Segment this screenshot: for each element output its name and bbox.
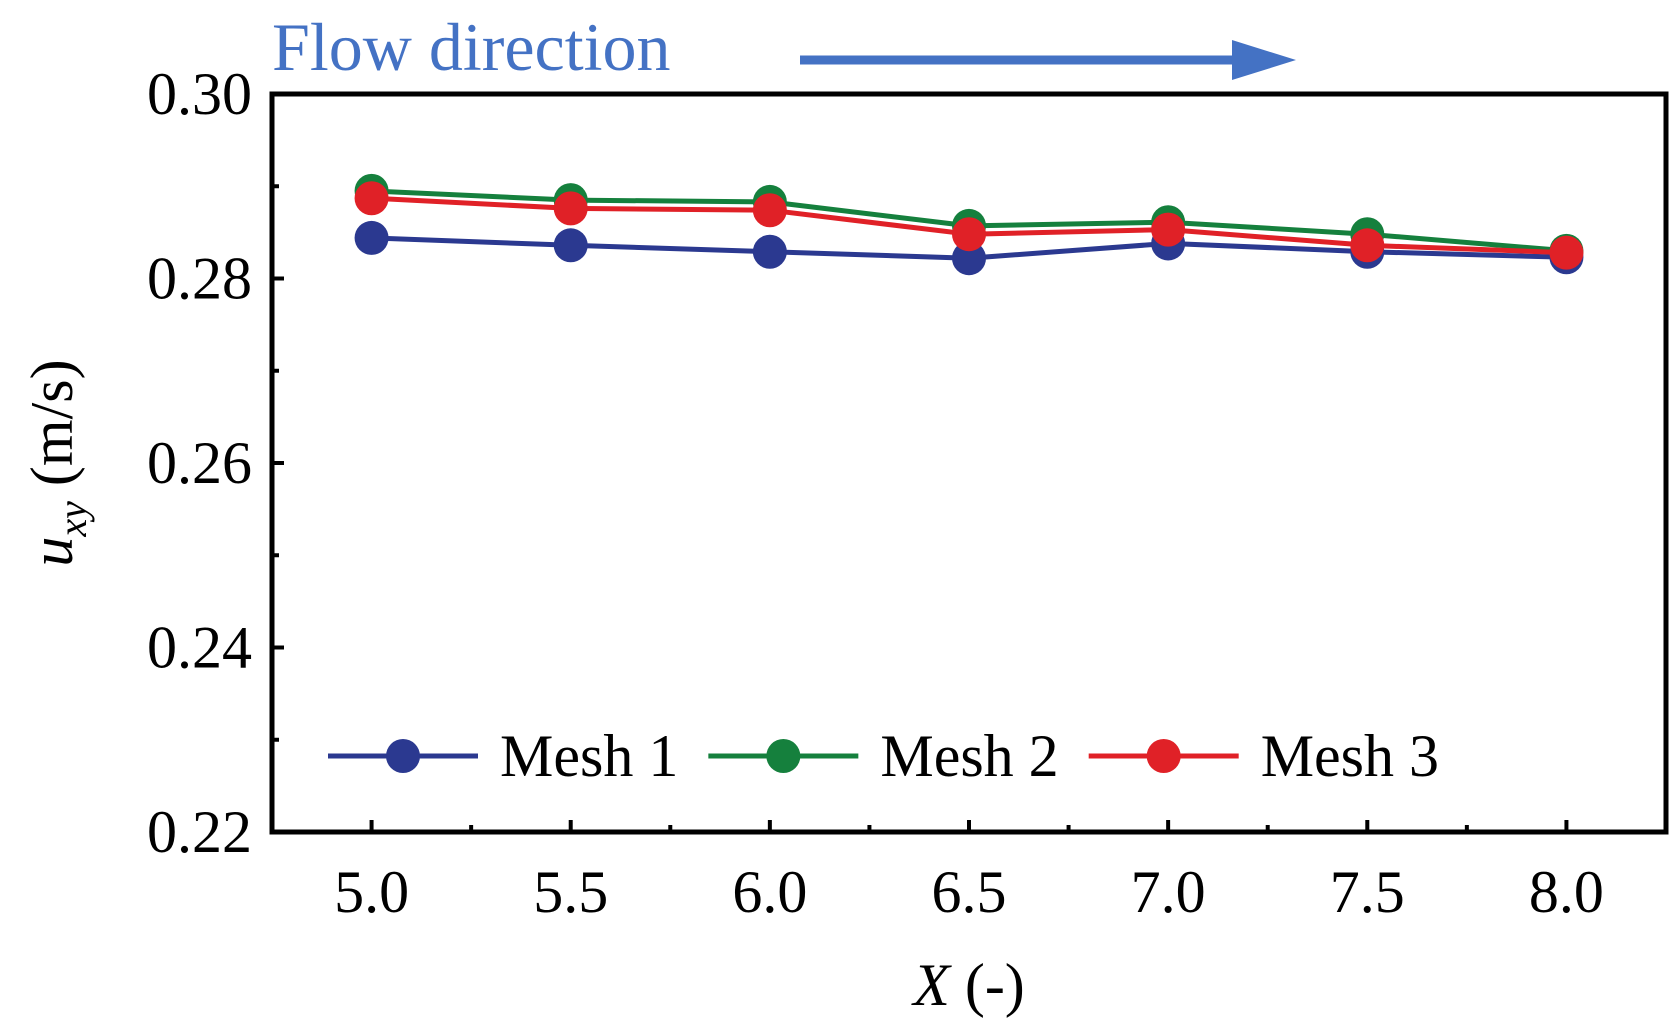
x-tick-label: 8.0 bbox=[1529, 859, 1604, 925]
legend-label-mesh-1: Mesh 1 bbox=[500, 723, 678, 789]
x-tick-label: 6.5 bbox=[932, 859, 1007, 925]
legend-item-mesh-2: Mesh 2 bbox=[708, 723, 1059, 789]
legend: Mesh 1 Mesh 2 Mesh 3 bbox=[328, 723, 1439, 789]
y-tick-label: 0.24 bbox=[147, 615, 252, 681]
x-tick-label: 5.5 bbox=[533, 859, 608, 925]
y-axis-variable: u bbox=[19, 537, 85, 567]
mesh-3-series bbox=[354, 181, 1584, 270]
x-axis-variable: X bbox=[911, 952, 952, 1018]
mesh-3-point bbox=[1350, 228, 1385, 263]
legend-marker-mesh-1 bbox=[386, 739, 420, 773]
legend-label-mesh-3: Mesh 3 bbox=[1261, 723, 1439, 789]
x-tick-label: 6.0 bbox=[732, 859, 807, 925]
legend-marker-mesh-2 bbox=[766, 739, 801, 773]
y-tick-label: 0.22 bbox=[147, 799, 252, 865]
x-axis-title: X (-) bbox=[911, 952, 1025, 1018]
mesh-3-point bbox=[752, 193, 787, 228]
flow-direction-label: Flow direction bbox=[272, 9, 671, 85]
mesh-3-point bbox=[1151, 212, 1186, 247]
legend-marker-mesh-3 bbox=[1146, 739, 1181, 773]
legend-item-mesh-3: Mesh 3 bbox=[1088, 723, 1439, 789]
mesh-1-point bbox=[553, 228, 588, 263]
mesh-1-point bbox=[354, 220, 389, 255]
y-axis-title: uxy (m/s) bbox=[19, 359, 95, 566]
mesh-3-point bbox=[553, 191, 588, 226]
y-tick-label: 0.30 bbox=[147, 61, 252, 127]
mesh-3-point bbox=[354, 181, 389, 216]
series-layer bbox=[354, 173, 1584, 276]
x-tick-label: 5.0 bbox=[334, 859, 409, 925]
x-tick-label: 7.5 bbox=[1330, 859, 1405, 925]
x-tick-label: 7.0 bbox=[1131, 859, 1206, 925]
y-tick-label: 0.28 bbox=[147, 246, 252, 312]
flow-direction-arrow-head bbox=[1232, 40, 1296, 80]
mesh-3-point bbox=[952, 217, 986, 252]
y-axis-unit: (m/s) bbox=[19, 359, 85, 501]
x-axis: 5.0 5.5 6.0 6.5 7.0 7.5 8.0 bbox=[334, 820, 1604, 925]
mesh-1-point bbox=[952, 241, 986, 276]
y-tick-label: 0.26 bbox=[147, 430, 252, 496]
legend-label-mesh-2: Mesh 2 bbox=[880, 723, 1058, 789]
x-axis-unit: (-) bbox=[950, 952, 1025, 1018]
y-axis: 0.22 0.24 0.26 0.28 0.30 bbox=[147, 61, 284, 865]
legend-item-mesh-1: Mesh 1 bbox=[328, 723, 678, 789]
mesh-3-point bbox=[1549, 235, 1584, 270]
flow-direction-arrow-icon bbox=[800, 40, 1296, 80]
y-axis-subscript: xy bbox=[50, 501, 95, 538]
mesh-1-point bbox=[752, 234, 787, 269]
